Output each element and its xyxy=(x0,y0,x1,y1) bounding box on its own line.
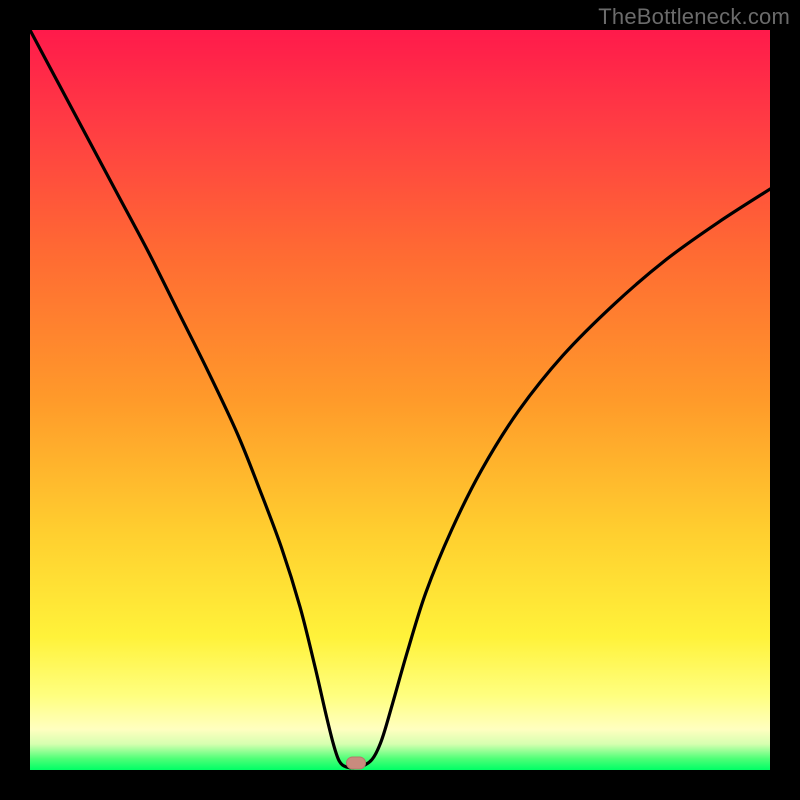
watermark-text: TheBottleneck.com xyxy=(598,4,790,30)
frame-left xyxy=(0,0,30,800)
bottleneck-curve xyxy=(30,30,770,770)
root: { "canvas": { "width": 800, "height": 80… xyxy=(0,0,800,800)
frame-right xyxy=(770,0,800,800)
frame-bottom xyxy=(0,770,800,800)
plot-area xyxy=(30,30,770,770)
optimum-marker xyxy=(346,757,366,770)
